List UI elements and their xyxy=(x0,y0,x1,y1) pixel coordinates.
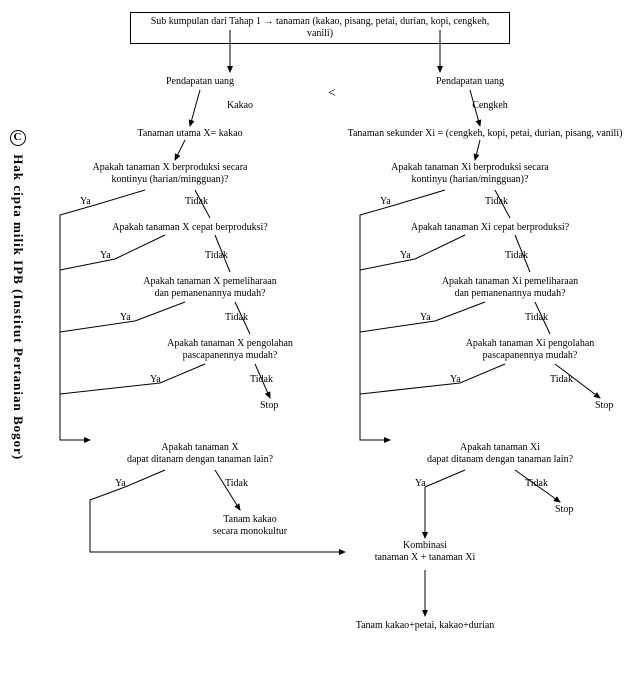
left-q3-tidak: Tidak xyxy=(225,312,248,324)
right-q4: Apakah tanaman Xi pengolahan pascapanenn… xyxy=(430,338,630,362)
left-q5: Apakah tanaman X dapat ditanam dengan ta… xyxy=(90,442,310,466)
left-stop: Stop xyxy=(260,400,278,412)
right-q2-ya: Ya xyxy=(400,250,411,262)
left-q4-tidak: Tidak xyxy=(250,374,273,386)
left-q3: Apakah tanaman X pemeliharaan dan pemane… xyxy=(110,276,310,300)
right-main: Tanaman sekunder Xi = (cengkeh, kopi, pe… xyxy=(325,128,634,140)
right-sub: Cengkeh xyxy=(450,100,530,112)
left-q4: Apakah tanaman X pengolahan pascapanenny… xyxy=(130,338,330,362)
right-q4-ya: Ya xyxy=(450,374,461,386)
right-q5: Apakah tanaman Xi dapat ditanam dengan t… xyxy=(390,442,610,466)
left-q2-ya: Ya xyxy=(100,250,111,262)
title-text: Sub kumpulan dari Tahap 1 → tanaman (kak… xyxy=(151,16,489,39)
copyright-vertical: C Hak cipta milik IPB (Institut Pertania… xyxy=(10,130,26,460)
right-stop1: Stop xyxy=(595,400,613,412)
right-q1-tidak: Tidak xyxy=(485,196,508,208)
right-stop2: Stop xyxy=(555,504,573,516)
right-q1: Apakah tanaman Xi berproduksi secara kon… xyxy=(370,162,570,186)
left-q1: Apakah tanaman X berproduksi secara kont… xyxy=(70,162,270,186)
kombinasi: Kombinasi tanaman X + tanaman Xi xyxy=(345,540,505,564)
right-q4-tidak: Tidak xyxy=(550,374,573,386)
left-main: Tanaman utama X= kakao xyxy=(100,128,280,140)
right-q2-tidak: Tidak xyxy=(505,250,528,262)
copyright-symbol: C xyxy=(10,130,26,146)
left-q4-ya: Ya xyxy=(150,374,161,386)
right-q5-tidak: Tidak xyxy=(525,478,548,490)
right-q3-ya: Ya xyxy=(420,312,431,324)
left-q2: Apakah tanaman X cepat berproduksi? xyxy=(90,222,290,234)
left-sub: Kakao xyxy=(200,100,280,112)
right-q3: Apakah tanaman Xi pemeliharaan dan peman… xyxy=(410,276,610,300)
final: Tanam kakao+petai, kakao+durian xyxy=(300,620,550,632)
left-q3-ya: Ya xyxy=(120,312,131,324)
right-q2: Apakah tanaman Xi cepat berproduksi? xyxy=(390,222,590,234)
right-q3-tidak: Tidak xyxy=(525,312,548,324)
left-q1-tidak: Tidak xyxy=(185,196,208,208)
title-box: Sub kumpulan dari Tahap 1 → tanaman (kak… xyxy=(130,12,510,44)
right-header: Pendapatan uang xyxy=(400,76,540,88)
right-q1-ya: Ya xyxy=(380,196,391,208)
right-q5-ya: Ya xyxy=(415,478,426,490)
left-q2-tidak: Tidak xyxy=(205,250,228,262)
left-q1-ya: Ya xyxy=(80,196,91,208)
left-q5-ya: Ya xyxy=(115,478,126,490)
copyright-text: Hak cipta milik IPB (Institut Pertanian … xyxy=(11,154,26,460)
less-than-symbol: < xyxy=(328,86,336,103)
left-header: Pendapatan uang xyxy=(130,76,270,88)
left-q5-tidak: Tidak xyxy=(225,478,248,490)
left-mono: Tanam kakao secara monokultur xyxy=(180,514,320,538)
